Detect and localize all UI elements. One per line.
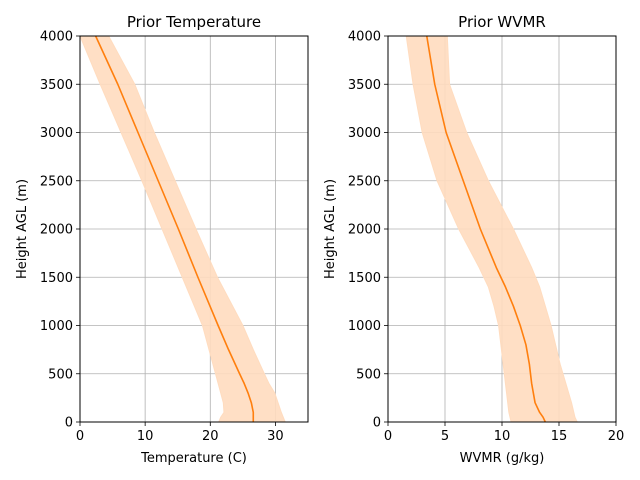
y-tick-label: 0 (65, 416, 73, 431)
y-tick-label: 0 (373, 416, 381, 431)
mean-profile-line (425, 35, 547, 423)
x-tick-label: 5 (441, 429, 449, 444)
y-axis-label: Height AGL (m) (323, 179, 338, 279)
y-tick-label: 2000 (348, 223, 381, 238)
y-tick-label: 2500 (348, 174, 381, 189)
x-tick-label: 0 (384, 429, 392, 444)
y-tick-label: 500 (356, 367, 381, 382)
x-tick-label: 30 (267, 429, 284, 444)
y-tick-label: 2500 (40, 174, 73, 189)
temperature-panel: 0 10 20 30 0 500 1000 1500 2000 2500 3000 3500 4000… (15, 13, 309, 466)
y-tick-label: 2000 (40, 223, 73, 238)
mean-profile (425, 35, 547, 423)
mean-profile-line (94, 35, 255, 422)
y-ticks: 0 500 1000 1500 2000 2500 3000 3500 4000 (348, 30, 388, 431)
mean-profile (94, 35, 255, 422)
x-ticks: 0 10 20 30 (76, 422, 284, 444)
x-tick-label: 20 (202, 429, 219, 444)
x-ticks: 0 5 10 15 20 (384, 422, 624, 444)
wvmr-panel: 0 5 10 15 20 0 500 1000 1500 2000 2500 3000 3500 400… (323, 13, 624, 466)
y-tick-label: 3500 (40, 78, 73, 93)
y-tick-label: 3000 (40, 126, 73, 141)
x-axis-label: Temperature (C) (140, 451, 247, 466)
y-tick-label: 1500 (40, 271, 73, 286)
y-tick-label: 1000 (348, 319, 381, 334)
chart-title: Prior WVMR (458, 13, 546, 31)
y-ticks: 0 500 1000 1500 2000 2500 3000 3500 4000 (40, 30, 80, 431)
x-axis-label: WVMR (g/kg) (460, 451, 545, 466)
y-tick-label: 3500 (348, 78, 381, 93)
x-tick-label: 10 (137, 429, 154, 444)
y-tick-label: 4000 (348, 30, 381, 45)
x-tick-label: 15 (551, 429, 568, 444)
y-tick-label: 1000 (40, 319, 73, 334)
y-tick-label: 4000 (40, 30, 73, 45)
x-tick-label: 0 (76, 429, 84, 444)
y-axis-label: Height AGL (m) (15, 179, 30, 279)
x-tick-label: 20 (608, 429, 625, 444)
x-tick-label: 10 (494, 429, 511, 444)
y-tick-label: 500 (48, 367, 73, 382)
y-tick-label: 3000 (348, 126, 381, 141)
chart-title: Prior Temperature (127, 13, 261, 31)
y-tick-label: 1500 (348, 271, 381, 286)
